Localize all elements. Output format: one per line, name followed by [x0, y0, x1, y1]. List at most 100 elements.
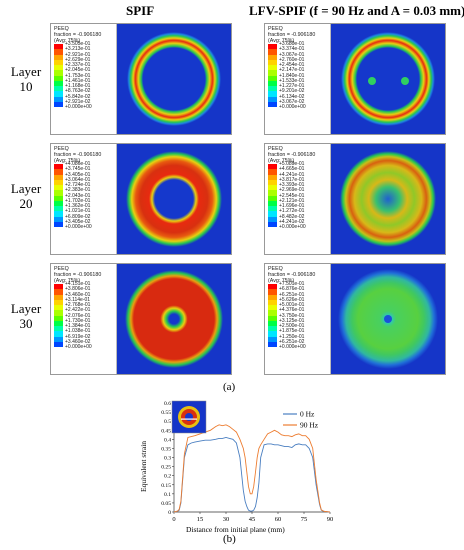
- legend-color-swatch: [54, 211, 63, 217]
- legend-color-bar: [54, 44, 63, 107]
- legend-value: +5.842e-02: [65, 93, 91, 100]
- legend-color-swatch: [268, 80, 277, 86]
- column-title-lfv-spif: LFV-SPIF (f = 90 Hz and A = 0.03 mm): [249, 3, 464, 18]
- contour-legend: PEEQ fraction = -0.906180 (Avg: 75%) +4.…: [51, 144, 117, 254]
- legend-value: +3.405e-02: [65, 218, 91, 225]
- legend-fraction: fraction = -0.906180: [268, 272, 316, 279]
- y-tick-label: 0: [168, 510, 171, 516]
- x-tick-label: 90: [327, 516, 334, 523]
- legend-value: +3.125e-01: [279, 317, 305, 324]
- legend-value: +8.763e-02: [65, 88, 91, 95]
- legend-values: +4.086e-01 +3.745e-01 +3.405e-01 +3.064e-01…: [65, 161, 92, 230]
- legend-value: +2.337e-01: [65, 62, 91, 68]
- strain-contour-image: [127, 32, 221, 126]
- legend-color-swatch: [268, 70, 277, 76]
- legend-value: +2.724e-01: [65, 182, 91, 188]
- legend-color-bar: [54, 284, 63, 347]
- legend-fraction: fraction = -0.906180: [268, 152, 316, 159]
- legend-values: +7.501e-01 +6.876e-01 +6.251e-01 +5.626e-01…: [279, 281, 306, 350]
- contour-panel-spif-layer-30: PEEQ fraction = -0.906180 (Avg: 75%) +4.…: [50, 263, 232, 375]
- legend-color-swatch: [268, 294, 277, 300]
- legend-color-swatch: [54, 54, 63, 60]
- legend-value: +2.121e-01: [279, 197, 305, 204]
- legend-color-swatch: [54, 206, 63, 212]
- legend-value: +1.362e-01: [65, 203, 91, 209]
- row-label-layer-10: Layer 10: [6, 64, 46, 94]
- legend-value: +1.227e-01: [279, 83, 305, 89]
- legend-color-swatch: [54, 341, 63, 347]
- series-line-90hz: [173, 424, 331, 513]
- y-tick-label: 0.05: [161, 501, 171, 507]
- legend-value: +6.876e-01: [279, 286, 305, 293]
- legend-values: +5.089e-01 +4.665e-01 +4.241e-01 +3.817e-01…: [279, 161, 306, 230]
- legend-color-swatch: [54, 91, 63, 97]
- legend-value: +0.000e+00: [279, 224, 306, 230]
- y-tick-label: 0.15: [161, 483, 171, 489]
- legend-value: +1.840e-01: [279, 72, 305, 79]
- legend-value: +5.626e-01: [279, 296, 305, 303]
- legend-averaging: (Avg: 75%): [54, 158, 81, 165]
- legend-color-swatch: [268, 331, 277, 337]
- x-tick-label: 15: [197, 516, 204, 523]
- legend-value: +2.969e-01: [279, 187, 305, 194]
- legend-value: +0.000e+00: [279, 344, 306, 350]
- legend-value: +3.680e-01: [279, 41, 305, 47]
- legend-value: +6.919e-02: [65, 333, 91, 340]
- x-tick-label: 30: [223, 516, 230, 523]
- legend-color-swatch: [268, 59, 277, 65]
- legend-color-swatch: [268, 336, 277, 342]
- legend-color-bar: [268, 44, 277, 107]
- row-label-word: Layer: [10, 181, 42, 196]
- legend-color-swatch: [268, 289, 277, 295]
- legend-value: +2.921e-01: [65, 51, 91, 58]
- legend-fraction: fraction = -0.906180: [54, 32, 102, 39]
- legend-value: +3.460e-02: [65, 338, 91, 345]
- legend-color-swatch: [268, 206, 277, 212]
- legend-color-swatch: [268, 195, 277, 201]
- legend-value: +2.768e-01: [65, 302, 91, 308]
- legend-color-swatch: [54, 289, 63, 295]
- legend-value: +2.076e-01: [65, 312, 91, 319]
- legend-fraction: fraction = -0.906180: [54, 272, 102, 279]
- legend-value: +3.393e-01: [279, 182, 305, 188]
- legend-color-swatch: [268, 96, 277, 102]
- y-tick-label: 0.45: [161, 428, 171, 434]
- legend-color-swatch: [268, 200, 277, 206]
- contour-panel-lfv-layer-30: PEEQ fraction = -0.906180 (Avg: 75%) +7.…: [264, 263, 446, 375]
- legend-value: +4.151e-01: [65, 281, 91, 287]
- legend-value: +3.817e-01: [279, 176, 305, 183]
- legend-value: +0.000e+00: [279, 104, 306, 110]
- legend-color-swatch: [268, 326, 277, 332]
- legend-value: +3.460e-01: [65, 291, 91, 298]
- legend-value: +9.201e-02: [279, 88, 305, 95]
- legend-color-swatch: [268, 310, 277, 316]
- legend-color-swatch: [54, 216, 63, 222]
- y-tick-label: 0.35: [161, 446, 171, 452]
- legend-averaging: (Avg: 75%): [54, 278, 81, 285]
- legend-value: +1.168e-01: [65, 83, 91, 89]
- legend-fraction: fraction = -0.906180: [268, 32, 316, 39]
- x-tick-label: 60: [275, 516, 282, 523]
- caption-b: (b): [223, 533, 236, 545]
- y-tick-label: 0.3: [164, 456, 171, 462]
- strain-contour-image: [126, 151, 222, 247]
- legend-color-swatch: [268, 179, 277, 185]
- legend-value: +1.038e-01: [65, 328, 91, 335]
- legend-averaging: (Avg: 75%): [268, 158, 295, 165]
- legend-color-swatch: [54, 294, 63, 300]
- legend-color-swatch: [268, 185, 277, 191]
- legend-value: +2.454e-01: [279, 62, 305, 68]
- row-label-number: 20: [19, 196, 33, 211]
- legend-value: +0.000e+00: [65, 104, 92, 110]
- legend-color-swatch: [54, 221, 63, 227]
- caption-a: (a): [223, 381, 236, 393]
- legend-value: +3.374e-01: [279, 46, 305, 53]
- y-tick-label: 0.5: [164, 419, 171, 425]
- x-tick-label: 0: [172, 516, 175, 523]
- legend-value: +1.730e-01: [65, 317, 91, 324]
- series-line-0hz: [173, 437, 331, 513]
- legend-label-90hz: 90 Hz: [300, 421, 319, 430]
- legend-color-swatch: [54, 305, 63, 311]
- contour-legend: PEEQ fraction = -0.906180 (Avg: 75%) +5.…: [265, 144, 331, 254]
- legend-color-swatch: [268, 315, 277, 321]
